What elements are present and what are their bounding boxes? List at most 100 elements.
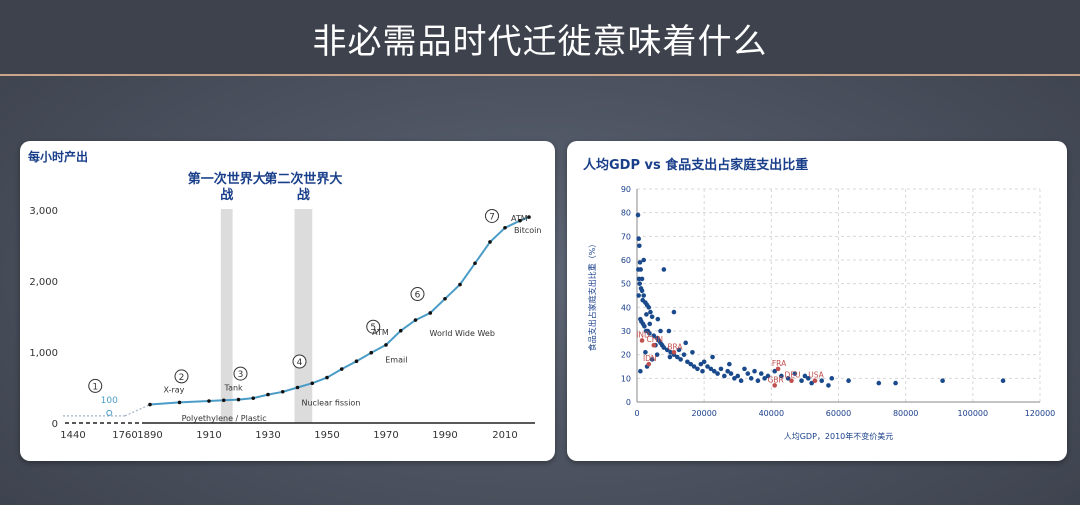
war-period-label: 战 bbox=[220, 187, 233, 203]
scatter-point bbox=[690, 350, 695, 355]
scatter-point bbox=[711, 368, 717, 374]
scatter-point bbox=[755, 378, 761, 383]
scatter-point bbox=[685, 359, 690, 365]
scatter-point bbox=[691, 364, 697, 369]
x-tick-label: 1760 bbox=[112, 430, 137, 441]
scatter-point bbox=[745, 371, 751, 376]
series-point bbox=[369, 350, 374, 355]
scatter-point-labeled bbox=[772, 383, 777, 388]
country-label: IND bbox=[636, 330, 650, 339]
milestone-badge bbox=[366, 319, 381, 334]
milestone-point bbox=[106, 409, 113, 416]
series-point bbox=[148, 402, 152, 407]
scatter-point bbox=[635, 212, 641, 218]
series-point bbox=[473, 261, 477, 266]
y-tick-label: 20 bbox=[621, 351, 631, 360]
country-label: IDN bbox=[643, 354, 657, 363]
milestone-label: Email bbox=[385, 356, 407, 365]
scatter-point bbox=[715, 371, 720, 376]
scatter-point bbox=[644, 312, 649, 317]
series-point bbox=[310, 381, 315, 386]
scatter-point bbox=[639, 276, 645, 282]
scatter-point bbox=[738, 378, 744, 383]
series-point bbox=[518, 218, 522, 223]
scatter-point bbox=[661, 345, 667, 350]
y-tick-label: 2,000 bbox=[29, 277, 58, 288]
scatter-point bbox=[638, 368, 643, 374]
scatter-point bbox=[695, 366, 700, 372]
x-tick-label: 1990 bbox=[432, 430, 457, 441]
x-tick-label: 1890 bbox=[137, 430, 162, 441]
scatter-point bbox=[752, 368, 757, 374]
scatter-point bbox=[826, 383, 831, 388]
milestone-number: 6 bbox=[415, 291, 421, 301]
scatter-point bbox=[748, 376, 754, 381]
scatter-point bbox=[637, 243, 642, 249]
x-tick-label: 120000 bbox=[1025, 409, 1056, 418]
scatter-point bbox=[876, 380, 882, 386]
series-point bbox=[325, 375, 329, 380]
scatter-point bbox=[637, 281, 642, 286]
scatter-point bbox=[762, 376, 767, 381]
scatter-point bbox=[636, 236, 641, 241]
scatter-point bbox=[718, 366, 724, 372]
y-axis-label: 食品支出占家庭支出比重（%） bbox=[587, 240, 597, 352]
war-period-label: 第一次世界大 bbox=[188, 171, 266, 187]
x-tick-label: 0 bbox=[634, 409, 639, 418]
scatter-point bbox=[641, 257, 647, 263]
chart-title-food-share: 人均GDP vs 食品支出占家庭支出比重 bbox=[583, 157, 808, 173]
scatter-point bbox=[792, 371, 798, 376]
milestone-label: X-ray bbox=[164, 385, 185, 394]
series-point bbox=[266, 392, 270, 397]
scatter-point bbox=[655, 316, 661, 322]
series-point bbox=[527, 215, 531, 219]
scatter-point-labeled bbox=[651, 342, 657, 348]
milestone-number: 3 bbox=[238, 370, 244, 380]
series-point bbox=[413, 318, 418, 322]
milestone-label: Tank bbox=[224, 384, 244, 393]
x-tick-label: 1440 bbox=[60, 430, 85, 441]
y-tick-label: 90 bbox=[621, 185, 631, 194]
series-point bbox=[398, 328, 403, 333]
scatter-point bbox=[642, 323, 647, 329]
scatter-point bbox=[705, 364, 710, 369]
series-point bbox=[295, 385, 300, 390]
x-tick-label: 1950 bbox=[314, 430, 339, 441]
country-label: CHN bbox=[647, 335, 664, 344]
x-tick-label: 1930 bbox=[255, 430, 280, 441]
scatter-point bbox=[651, 333, 657, 339]
series-point bbox=[177, 400, 182, 405]
scatter-point bbox=[893, 380, 898, 386]
scatter-point bbox=[708, 366, 714, 372]
scatter-point-labeled bbox=[639, 338, 645, 343]
slide-title: 非必需品时代迁徙意味着什么 bbox=[312, 22, 768, 62]
scatter-point bbox=[727, 361, 732, 367]
war-period-label: 第二次世界大 bbox=[264, 171, 342, 187]
scatter-point bbox=[765, 373, 771, 379]
series-point bbox=[443, 296, 447, 301]
scatter-point bbox=[664, 347, 670, 353]
x-tick-label: 1970 bbox=[373, 430, 398, 441]
scatter-point bbox=[643, 350, 648, 355]
x-tick-label: 2010 bbox=[492, 430, 517, 441]
scatter-point bbox=[785, 376, 791, 381]
scatter-point-labeled bbox=[812, 378, 818, 383]
scatter-point bbox=[701, 359, 707, 365]
scatter-point bbox=[666, 328, 672, 334]
x-axis-label: 人均GDP，2010年不变价美元 bbox=[784, 431, 894, 441]
x-tick-label: 100000 bbox=[958, 409, 989, 418]
scatter-point bbox=[805, 376, 811, 381]
y-tick-label: 40 bbox=[621, 303, 631, 312]
milestone-badge bbox=[233, 366, 248, 381]
y-tick-label: 60 bbox=[621, 256, 631, 265]
chart-title-productivity: 每小时产出 bbox=[28, 149, 88, 164]
milestone-badge bbox=[485, 208, 499, 223]
milestone-badge bbox=[88, 378, 103, 393]
country-label: DEU bbox=[784, 371, 800, 380]
scatter-point-labeled bbox=[775, 366, 781, 372]
scatter-point-labeled bbox=[646, 361, 652, 367]
scatter-point bbox=[637, 260, 643, 265]
country-label: USA bbox=[808, 371, 824, 380]
x-tick-label: 60000 bbox=[826, 409, 851, 418]
